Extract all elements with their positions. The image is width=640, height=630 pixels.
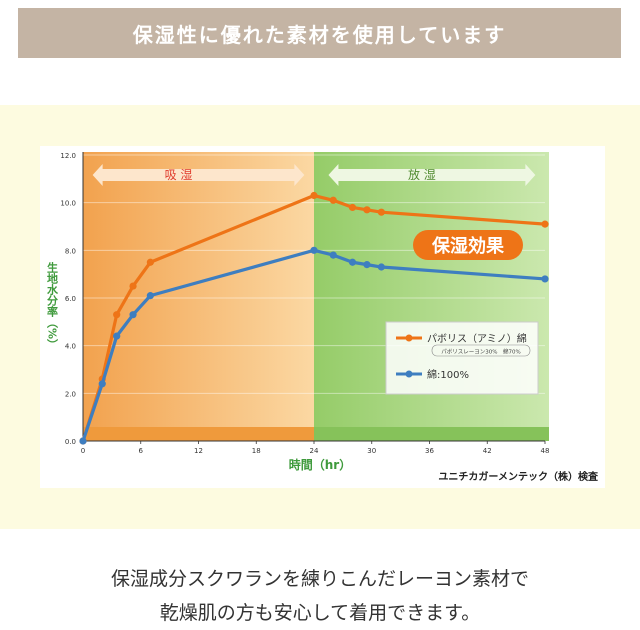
series-point (79, 437, 87, 445)
series-layer (79, 191, 549, 445)
y-tick-labels: 0.0 2.0 4.0 6.0 8.0 10.0 12.0 (60, 152, 76, 446)
series-point (113, 332, 121, 340)
y-tick-label: 8.0 (65, 247, 76, 255)
series-point (98, 380, 106, 388)
series-point (348, 203, 357, 212)
x-tick-label: 6 (139, 447, 144, 455)
x-tick-label: 42 (483, 447, 492, 455)
series-point (541, 275, 549, 283)
absorb-phase-background (83, 152, 314, 441)
series-point (363, 206, 371, 214)
y-tick-label: 6.0 (65, 295, 76, 303)
series-point (113, 311, 121, 319)
x-tick-labels: 0 6 12 18 24 30 36 42 48 (81, 441, 550, 455)
release-phase-label: 放 湿 (408, 167, 436, 182)
y-axis-label: 生地水分率（%） (46, 261, 60, 350)
series-point (329, 196, 337, 204)
legend-sublabel-pavoris: パボリスレーヨン30% 綿70% (441, 348, 520, 356)
legend (385, 321, 539, 395)
absorb-phase-strip (83, 427, 314, 441)
release-phase-background (314, 152, 549, 441)
moisture-effect-badge (413, 230, 523, 260)
series-point (310, 191, 318, 200)
legend-marker-pavoris (405, 334, 413, 342)
y-tick-label: 0.0 (65, 438, 76, 446)
y-tick-label: 10.0 (60, 200, 76, 208)
caption: 保湿成分スクワランを練りこんだレーヨン素材で 乾燥肌の方も安心して着用できます。 (0, 562, 640, 630)
release-arrow (328, 164, 536, 186)
series-point (348, 258, 357, 266)
x-tick-label: 24 (310, 447, 319, 455)
series-point (541, 220, 549, 228)
moisture-effect-label: 保湿効果 (431, 235, 505, 257)
x-axis-label: 時間（hr） (289, 457, 351, 472)
absorb-arrow (92, 164, 305, 186)
series-point (329, 251, 337, 259)
series-point (146, 292, 154, 300)
x-tick-label: 36 (425, 447, 434, 455)
series-point (129, 311, 137, 319)
caption-line-2: 乾燥肌の方も安心して着用できます。 (159, 602, 481, 624)
source-note: ユニチカガーメンテック（株）検査 (438, 470, 599, 483)
series-point (310, 246, 318, 254)
series-point (377, 263, 385, 271)
banner-title: 保湿性に優れた素材を使用しています (132, 22, 507, 47)
legend-label-pavoris: パボリス（アミノ）綿 (427, 332, 527, 345)
x-tick-label: 12 (194, 447, 203, 455)
x-tick-label: 0 (81, 447, 85, 455)
absorb-phase-label: 吸 湿 (165, 167, 193, 182)
series-point (377, 208, 385, 216)
y-tick-label: 2.0 (65, 390, 76, 398)
caption-line-1: 保湿成分スクワランを練りこんだレーヨン素材で (110, 568, 529, 590)
banner: 保湿性に優れた素材を使用しています (18, 8, 621, 58)
legend-sublabel-frame (431, 344, 531, 357)
series-point (129, 282, 137, 290)
moisture-chart: 吸 湿 放 湿 0.0 2.0 4.0 6.0 8.0 10.0 12.0 0 6 12 18 24… (40, 146, 605, 488)
x-tick-label: 48 (541, 447, 550, 455)
y-tick-label: 12.0 (60, 152, 76, 160)
release-phase-strip (314, 427, 549, 441)
legend-marker-cotton (405, 370, 413, 378)
y-tick-label: 4.0 (65, 343, 76, 351)
series-point (363, 261, 371, 269)
x-tick-label: 30 (367, 447, 376, 455)
series-point (146, 258, 154, 266)
legend-label-cotton: 綿:100% (427, 368, 469, 381)
x-tick-label: 18 (252, 447, 261, 455)
